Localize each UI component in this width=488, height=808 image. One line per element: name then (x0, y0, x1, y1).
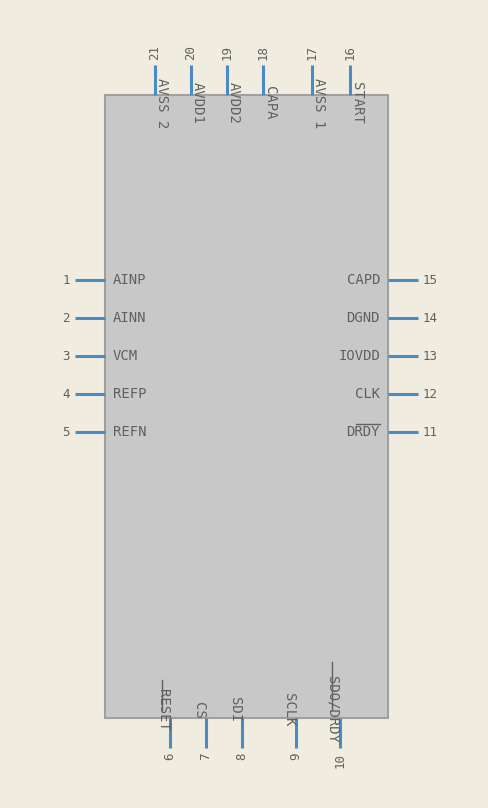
Text: AVSS 1: AVSS 1 (312, 78, 326, 128)
Text: AINP: AINP (113, 273, 146, 287)
Text: 16: 16 (344, 45, 357, 60)
Text: 8: 8 (236, 753, 248, 760)
Text: 7: 7 (200, 753, 212, 760)
Text: 13: 13 (423, 350, 438, 363)
Text: 1: 1 (62, 273, 70, 287)
Text: DRDY: DRDY (346, 425, 380, 439)
Text: 11: 11 (423, 426, 438, 439)
Bar (105, 95, 388, 718)
Text: 21: 21 (148, 45, 162, 60)
Text: AINN: AINN (113, 311, 146, 325)
Text: AVDD1: AVDD1 (191, 82, 205, 124)
Text: RESET: RESET (156, 689, 170, 731)
Text: REFN: REFN (113, 425, 146, 439)
Text: START: START (350, 82, 364, 124)
Text: 4: 4 (62, 388, 70, 401)
Text: CLK: CLK (355, 387, 380, 401)
Text: 17: 17 (305, 45, 319, 60)
Text: AVDD2: AVDD2 (227, 82, 241, 124)
Text: 18: 18 (257, 45, 269, 60)
Text: CAPD: CAPD (346, 273, 380, 287)
Text: SDI: SDI (228, 697, 242, 722)
Text: REFP: REFP (113, 387, 146, 401)
Text: 12: 12 (423, 388, 438, 401)
Text: CAPA: CAPA (263, 86, 277, 120)
Text: 14: 14 (423, 312, 438, 325)
Text: 10: 10 (333, 753, 346, 768)
Text: 19: 19 (221, 45, 233, 60)
Text: 6: 6 (163, 753, 177, 760)
Text: 20: 20 (184, 45, 198, 60)
Text: SCLK: SCLK (282, 693, 296, 726)
Text: AVSS 2: AVSS 2 (155, 78, 169, 128)
Text: VCM: VCM (113, 349, 138, 363)
Text: CS: CS (192, 701, 206, 718)
Text: 2: 2 (62, 312, 70, 325)
Text: 9: 9 (289, 753, 303, 760)
Text: IOVDD: IOVDD (338, 349, 380, 363)
Text: 3: 3 (62, 350, 70, 363)
Text: 5: 5 (62, 426, 70, 439)
Text: SDO/DRDY: SDO/DRDY (326, 676, 340, 743)
Text: 15: 15 (423, 273, 438, 287)
Text: DGND: DGND (346, 311, 380, 325)
